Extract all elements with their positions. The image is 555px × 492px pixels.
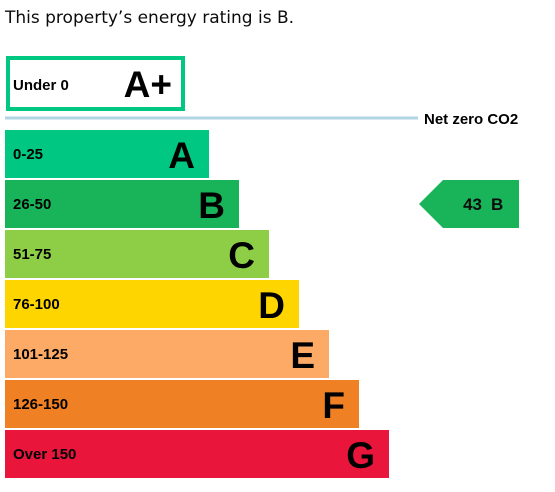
band-a-range: 0-25 <box>13 146 43 163</box>
current-rating-score: 43 <box>463 195 482 214</box>
band-f-range: 126-150 <box>13 396 68 413</box>
band-b-letter: B <box>198 185 225 226</box>
band-g-letter: G <box>346 435 375 476</box>
band-a-plus-outline <box>6 56 185 111</box>
band-a-bar <box>5 130 209 178</box>
band-g-bar <box>5 430 389 478</box>
band-d-bar <box>5 280 299 328</box>
band-d-letter: D <box>258 285 285 326</box>
band-e-bar <box>5 330 329 378</box>
energy-rating-statement: This property’s energy rating is B. <box>5 8 295 28</box>
band-f-letter: F <box>322 385 345 426</box>
band-b-range: 26-50 <box>13 196 51 213</box>
band-a-letter: A <box>168 135 195 176</box>
band-f-bar <box>5 380 359 428</box>
band-c-letter: C <box>228 235 255 276</box>
band-e-range: 101-125 <box>13 346 68 363</box>
net-zero-label: Net zero CO2 <box>424 111 518 128</box>
band-e-letter: E <box>290 335 315 376</box>
current-rating-letter: B <box>491 195 503 214</box>
band-c-bar <box>5 230 269 278</box>
current-rating-arrow <box>419 180 519 228</box>
band-d-range: 76-100 <box>13 296 60 313</box>
band-a-plus-letter: A+ <box>124 64 172 105</box>
band-a-plus-range: Under 0 <box>13 77 69 94</box>
band-g-range: Over 150 <box>13 446 76 463</box>
band-b-bar <box>5 180 239 228</box>
band-c-range: 51-75 <box>13 246 51 263</box>
